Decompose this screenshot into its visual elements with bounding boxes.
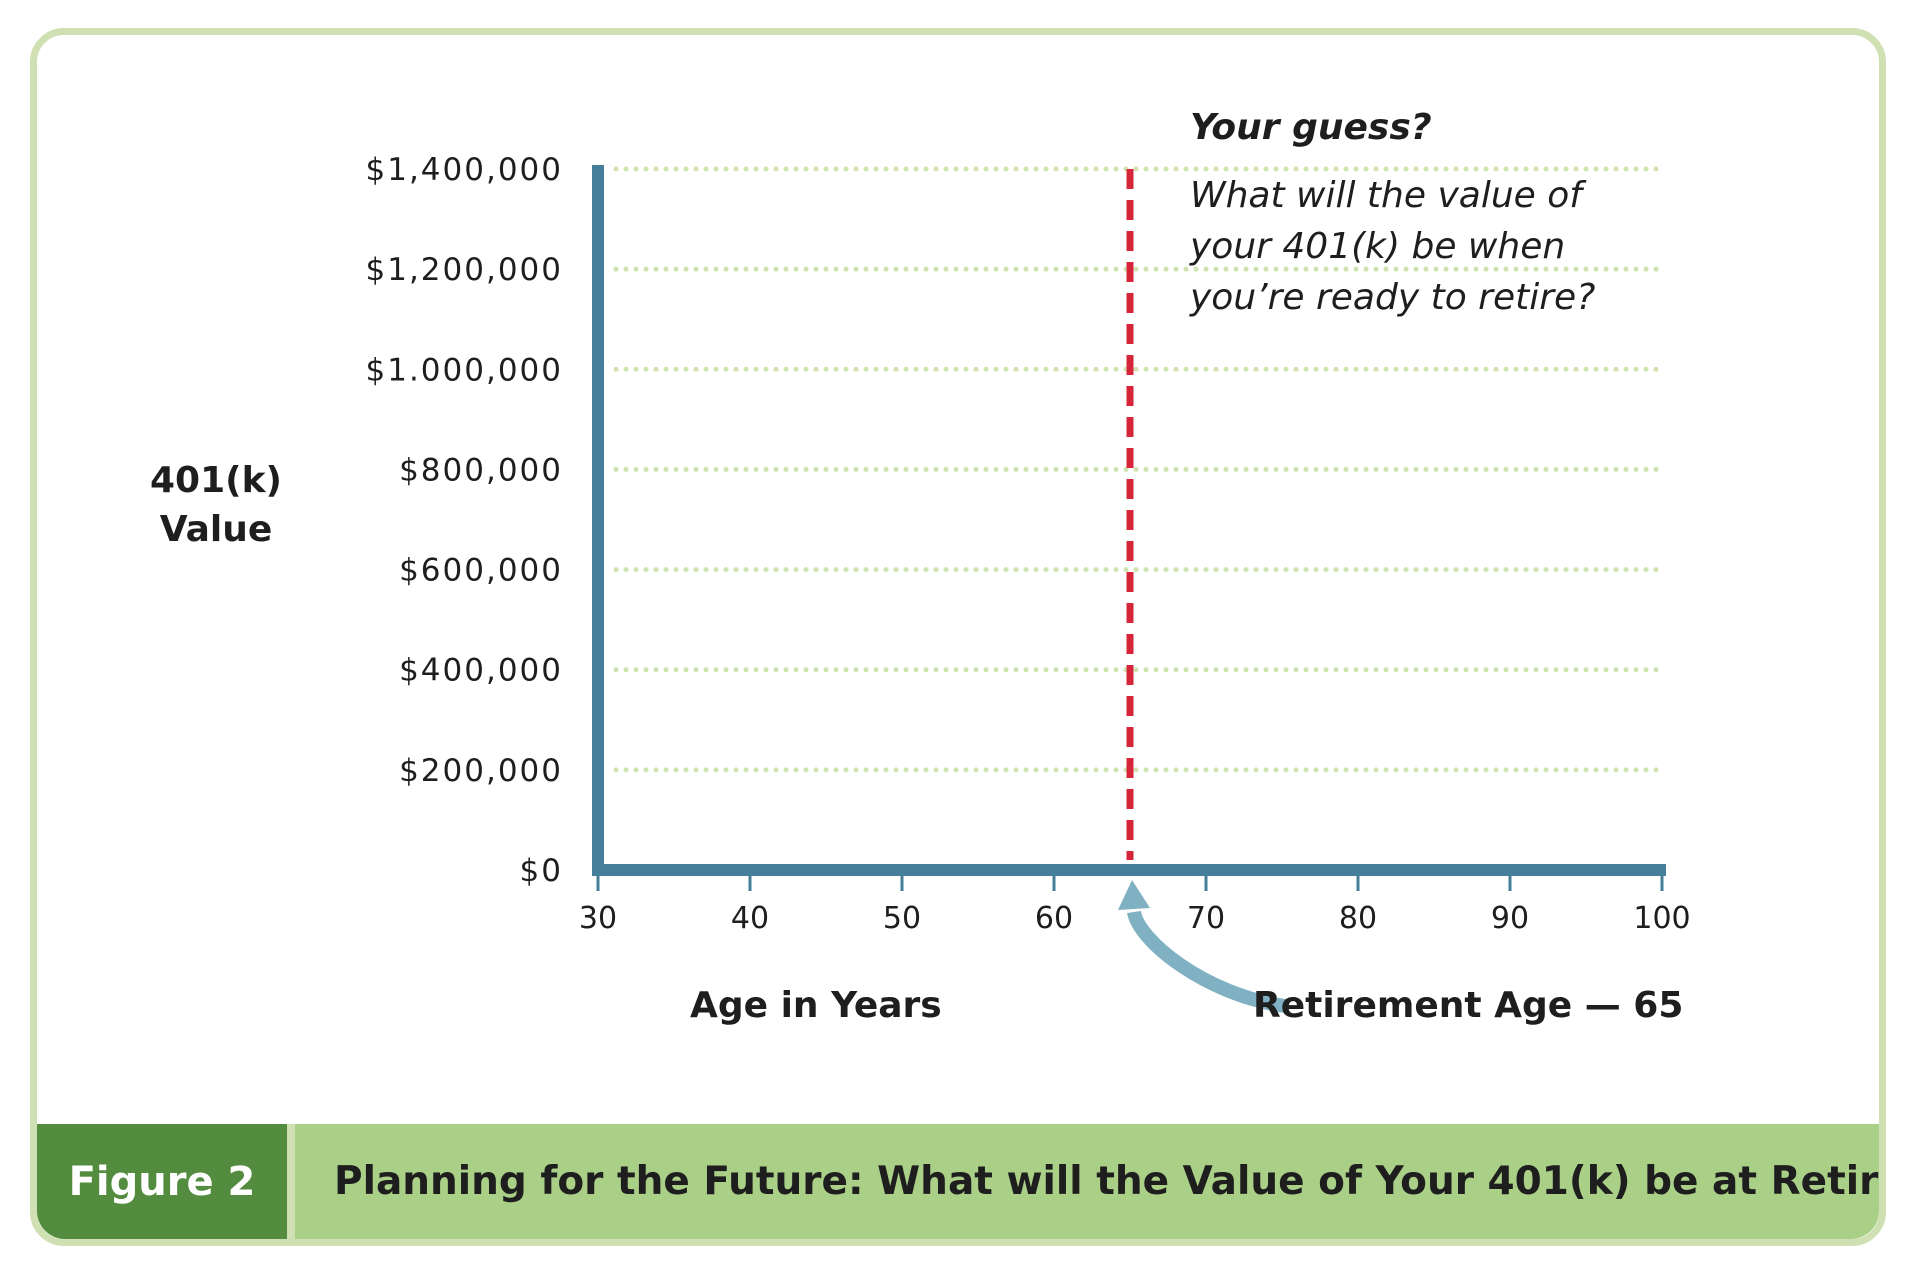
y-tick-label: $800,000 xyxy=(399,452,563,488)
retirement-arrowhead-icon xyxy=(1118,880,1150,910)
x-tick-label: 60 xyxy=(1035,901,1073,936)
x-tick-label: 90 xyxy=(1491,901,1529,936)
figure-frame xyxy=(30,28,1886,1246)
annotation-text: What will the value of your 401(k) be wh… xyxy=(1190,175,1596,318)
y-tick-label: $600,000 xyxy=(399,553,563,589)
x-tick-label: 70 xyxy=(1187,901,1225,936)
y-tick-label: $1.000,000 xyxy=(366,352,564,388)
x-axis-label: Age in Years xyxy=(690,985,942,1026)
y-tick-label: $0 xyxy=(520,853,563,889)
retirement-age-label: Retirement Age — 65 xyxy=(1253,985,1684,1026)
retirement-arrow xyxy=(1127,910,1286,1013)
x-tick-label: 30 xyxy=(579,901,617,936)
y-axis-label: 401(k) Value xyxy=(150,460,282,550)
annotation-title: Your guess? xyxy=(1190,107,1432,148)
x-tick-label: 50 xyxy=(883,901,921,936)
y-tick-label: $400,000 xyxy=(399,653,563,689)
x-tick-label: 80 xyxy=(1339,901,1377,936)
y-tick-label: $1,200,000 xyxy=(366,252,564,288)
figure-caption-bar: Figure 2 Planning for the Future: What w… xyxy=(37,1118,1879,1239)
figure-number: Figure 2 xyxy=(37,1124,295,1239)
x-tick-label: 100 xyxy=(1633,901,1690,936)
y-tick-label: $1,400,000 xyxy=(366,152,564,188)
y-tick-label: $200,000 xyxy=(399,753,563,789)
figure-title: Planning for the Future: What will the V… xyxy=(334,1159,1879,1204)
x-tick-label: 40 xyxy=(731,901,769,936)
